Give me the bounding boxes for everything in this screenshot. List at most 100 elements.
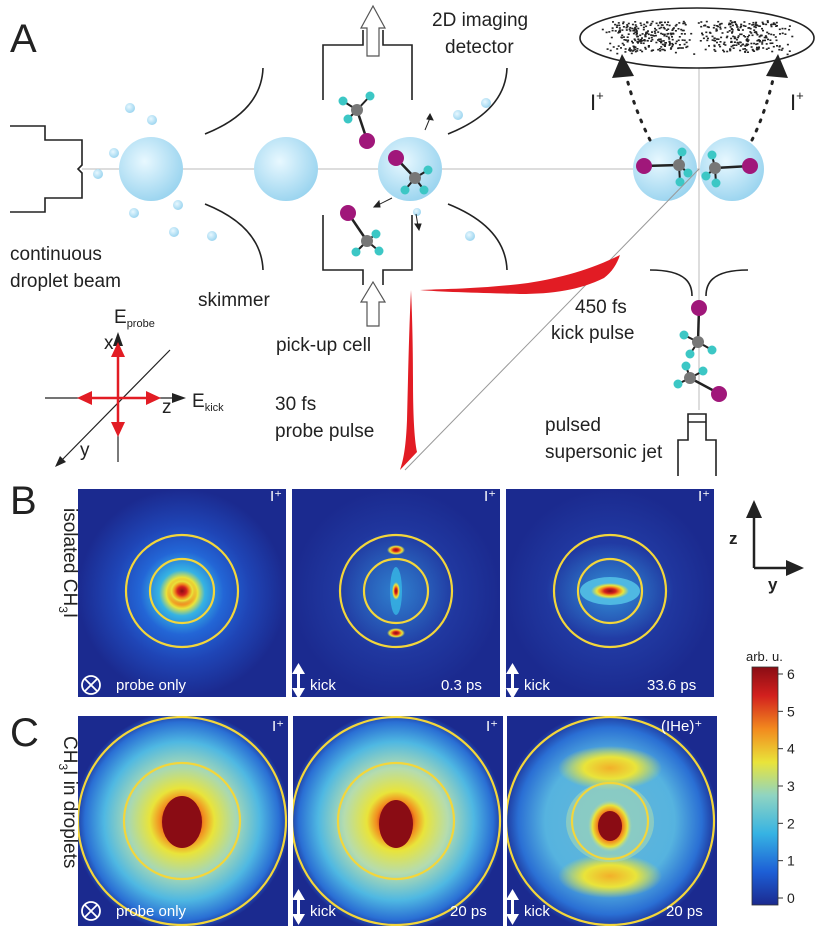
e-kick-label: Ekick <box>192 391 224 414</box>
detector-hit <box>715 28 718 30</box>
detector-hit <box>675 23 678 26</box>
detector-hit <box>731 31 734 33</box>
detector-hit <box>655 29 658 31</box>
detector-hit <box>754 24 757 27</box>
e-probe-label: Eprobe <box>114 307 155 330</box>
detector-hit <box>748 34 751 37</box>
colorbar-ticks: 0 1 2 3 4 5 6 <box>778 666 795 906</box>
detector-hit <box>654 34 657 37</box>
detector-hit <box>749 31 752 33</box>
detector-hit <box>730 41 733 43</box>
detector-hit <box>628 28 631 31</box>
detector-hit <box>634 48 637 51</box>
detector-hit <box>707 26 710 29</box>
b2-mode-label: kick <box>310 677 336 694</box>
skimmer-lower <box>204 203 264 271</box>
small-droplets <box>93 98 491 241</box>
detector-hit <box>744 36 747 38</box>
detector-hit <box>733 36 736 38</box>
detector-hit <box>680 47 683 49</box>
detector-hit <box>772 23 775 26</box>
detector-hit <box>668 44 671 46</box>
detector-hit <box>747 39 750 41</box>
c3-mode-label: kick <box>524 903 550 920</box>
c1-mode-label: probe only <box>116 903 187 920</box>
jet-skimmer <box>649 269 749 297</box>
detector-hit <box>758 46 760 48</box>
detector-hit <box>740 33 743 36</box>
detector-hit <box>661 48 664 51</box>
detector-hit <box>723 50 726 53</box>
detector-hit <box>775 21 778 24</box>
detector-hit <box>644 34 647 36</box>
detector-hit <box>663 27 666 30</box>
detector-hit <box>765 36 767 39</box>
detector-hit <box>755 43 758 46</box>
detector-hit <box>719 45 722 48</box>
detector-hit <box>655 41 658 44</box>
detector-hit <box>615 26 618 28</box>
ch3i-molecule <box>338 91 375 149</box>
ch3i-molecule <box>636 147 693 187</box>
detector-hit <box>672 32 675 35</box>
detector-hit <box>661 43 664 46</box>
c2-ion-label: I⁺ <box>486 718 498 735</box>
detector-hit <box>634 46 637 49</box>
detector-hit <box>667 36 670 39</box>
ion-trajectory-left <box>622 64 652 142</box>
detector-hit <box>605 31 608 34</box>
detector-hit <box>618 27 621 29</box>
detector-hit <box>729 49 732 52</box>
detector-hit <box>631 27 634 30</box>
detector-hit <box>731 24 734 27</box>
detector-hit <box>666 23 669 26</box>
row-label-droplets: CH3I in droplets <box>56 736 80 868</box>
detector-hit <box>719 28 722 30</box>
row-label-isolated: isolated CH3I <box>56 508 80 618</box>
detector-hit <box>672 43 674 46</box>
detector-hit <box>750 46 753 48</box>
detector-hit <box>639 22 642 24</box>
detector-hit <box>713 45 716 48</box>
ion-label-right: I+ <box>790 88 804 115</box>
jet-label-2: supersonic jet <box>545 442 663 463</box>
probe-only-symbol-c1 <box>81 901 101 921</box>
detector-hit <box>728 30 731 32</box>
detector-hit <box>669 43 671 45</box>
detector-hit <box>766 31 769 34</box>
pickup-cell-label: pick-up cell <box>276 335 371 356</box>
detector-hit <box>766 21 769 24</box>
detector-hit <box>778 48 781 51</box>
b3-ion-label: I⁺ <box>698 488 710 505</box>
detector-hit <box>735 38 738 41</box>
c2-mode-label: kick <box>310 903 336 920</box>
detector-hit <box>721 32 724 34</box>
detector-hit <box>772 34 775 36</box>
jet-nozzle <box>677 413 717 476</box>
detector-hit <box>672 28 675 30</box>
detector-hit <box>635 25 638 28</box>
detector-hit <box>671 42 674 45</box>
detector-hit <box>723 41 726 44</box>
detector-hit <box>697 22 700 24</box>
colorbar-tick-label: 6 <box>787 666 795 682</box>
detector-hit <box>666 33 669 35</box>
droplet <box>254 137 318 201</box>
detector-hit <box>681 47 684 49</box>
detector-hit <box>651 20 654 23</box>
detector-hit <box>645 33 647 35</box>
axis-y: y <box>768 575 778 594</box>
detector-hit <box>668 24 671 27</box>
detector-hit <box>715 25 718 27</box>
detector-hit <box>646 40 649 42</box>
axis-z: z <box>729 529 738 548</box>
detector-hit <box>753 29 756 31</box>
detector-hit <box>739 49 742 52</box>
image-c3 <box>507 716 717 926</box>
detector-hit <box>641 50 644 53</box>
detector-hit <box>644 48 647 50</box>
detector-hit <box>646 21 649 24</box>
detector-hit <box>681 39 684 41</box>
detector-hit <box>731 29 734 31</box>
detector-hit <box>729 48 731 50</box>
